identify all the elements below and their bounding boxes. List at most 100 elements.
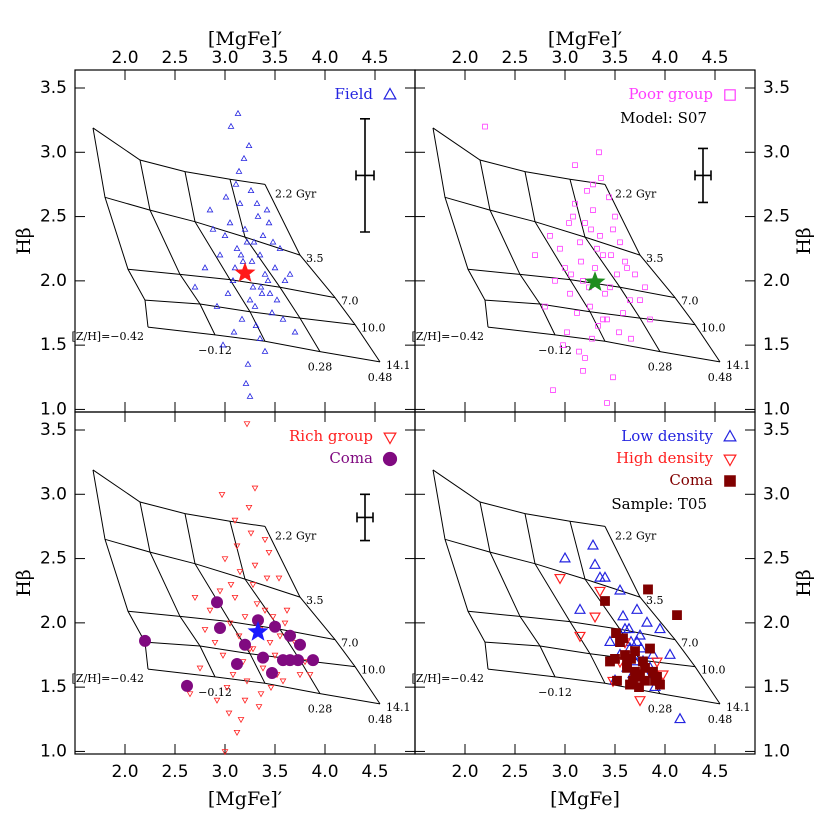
data-point xyxy=(547,233,553,239)
legend-marker xyxy=(382,451,398,467)
x-axis-label: [MgFe]′ xyxy=(208,28,282,50)
model-age-line xyxy=(432,127,606,185)
model-metallicity-label: [Z/H]=−0.42 xyxy=(72,330,144,343)
model-age-label: 3.5 xyxy=(646,594,664,607)
data-point xyxy=(231,517,239,524)
x-tick-label: 4.0 xyxy=(311,48,338,68)
x-tick-label: 4.0 xyxy=(651,48,678,68)
data-point xyxy=(239,257,247,264)
data-point xyxy=(624,265,630,271)
x-tick-label: 4.5 xyxy=(361,48,388,68)
data-point xyxy=(279,678,287,685)
data-point xyxy=(211,596,223,609)
legend-label: Field xyxy=(335,85,374,103)
data-point xyxy=(206,206,214,213)
data-point xyxy=(286,270,294,277)
data-point xyxy=(600,316,606,323)
data-point xyxy=(221,556,229,563)
data-point xyxy=(229,672,237,679)
data-point xyxy=(275,575,283,582)
data-point xyxy=(604,400,610,406)
x-tick-label: 4.5 xyxy=(361,762,388,782)
data-point xyxy=(589,558,601,569)
data-point xyxy=(610,226,616,233)
y-tick-label: 3.5 xyxy=(40,78,67,98)
data-point xyxy=(588,226,594,233)
data-point xyxy=(576,348,582,355)
x-tick-label: 4.0 xyxy=(651,762,678,782)
data-point xyxy=(236,569,244,576)
y-tick-label: 1.5 xyxy=(763,677,790,697)
data-point xyxy=(221,232,229,239)
data-point xyxy=(584,188,590,194)
model-metallicity-label: −0.12 xyxy=(538,344,572,357)
model-metallicity-label: 0.48 xyxy=(368,713,393,726)
data-point xyxy=(261,537,269,544)
error-bar-x xyxy=(355,170,375,181)
y-tick-label: 1.0 xyxy=(763,399,790,419)
data-point xyxy=(196,665,204,672)
model-metallicity-line xyxy=(569,179,661,352)
data-point xyxy=(532,252,538,258)
data-point xyxy=(587,303,593,310)
x-tick-label: 2.5 xyxy=(501,48,528,68)
model-age-line xyxy=(432,469,606,527)
data-point xyxy=(590,181,596,188)
data-point xyxy=(296,672,304,679)
model-metallicity-label: [Z/H]=−0.42 xyxy=(72,672,144,685)
data-point xyxy=(218,492,226,499)
data-point xyxy=(213,302,221,309)
model-metallicity-line xyxy=(139,501,216,678)
data-point xyxy=(614,583,626,595)
y-tick-label: 1.5 xyxy=(40,677,67,697)
data-point xyxy=(238,315,246,322)
data-point xyxy=(612,213,618,220)
data-point xyxy=(229,277,237,284)
data-point xyxy=(542,303,548,310)
data-point xyxy=(577,239,583,246)
model-metallicity-line xyxy=(264,184,381,363)
y-tick-label: 2.0 xyxy=(763,613,790,633)
data-point xyxy=(246,392,254,399)
data-point xyxy=(630,646,640,657)
model-metallicity-line xyxy=(184,513,266,684)
data-point xyxy=(572,162,578,168)
data-point xyxy=(219,341,227,348)
data-point xyxy=(233,244,241,251)
data-point xyxy=(213,697,221,704)
model-age-label: 2.2 Gyr xyxy=(615,187,657,200)
model-age-label: 7.0 xyxy=(341,295,359,308)
x-tick-label: 4.0 xyxy=(311,762,338,782)
data-point xyxy=(618,633,628,644)
data-point xyxy=(201,264,209,271)
x-tick-label: 3.5 xyxy=(261,48,288,68)
mean-star xyxy=(234,262,256,282)
data-point xyxy=(664,648,676,659)
data-point xyxy=(246,296,254,303)
model-metallicity-label: 0.48 xyxy=(708,713,733,726)
model-age-line xyxy=(127,268,336,299)
data-point xyxy=(235,633,243,640)
data-point xyxy=(637,297,643,303)
model-metallicity-line xyxy=(524,171,606,342)
data-point xyxy=(291,328,299,335)
model-metallicity-label: 0.28 xyxy=(648,703,673,716)
data-point xyxy=(590,207,596,213)
data-point xyxy=(232,180,240,187)
data-point xyxy=(268,309,276,316)
data-point xyxy=(227,122,235,129)
data-point xyxy=(607,284,613,291)
y-tick-label: 2.5 xyxy=(763,549,790,569)
y-tick-label: 2.0 xyxy=(763,271,790,291)
legend-label: Poor group xyxy=(628,85,713,103)
model-age-label: 14.1 xyxy=(386,701,411,714)
data-point xyxy=(562,265,568,271)
data-point xyxy=(257,651,269,664)
data-point xyxy=(634,696,646,707)
model-age-line xyxy=(92,469,266,527)
legend-label: Coma xyxy=(329,449,373,467)
data-point xyxy=(235,167,243,174)
data-point xyxy=(227,582,235,589)
data-point xyxy=(567,290,573,297)
data-point xyxy=(307,654,319,667)
